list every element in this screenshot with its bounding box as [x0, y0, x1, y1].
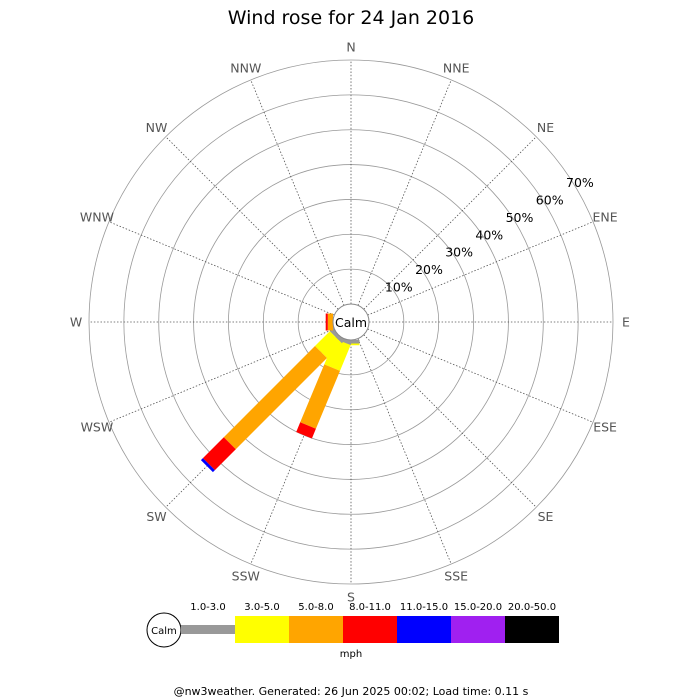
- bar-segment-w-3: [325, 313, 328, 331]
- bar-segment-sw-1: [315, 331, 342, 358]
- radial-ring: [297, 268, 405, 376]
- compass-label-sw: SW: [146, 509, 166, 524]
- bar-segment-sw-2: [223, 346, 327, 450]
- legend-swatch-2: [289, 616, 343, 643]
- calm-layer: Calm: [332, 303, 370, 341]
- direction-spoke: [108, 221, 335, 316]
- direction-spoke: [108, 328, 335, 423]
- radial-tick-label: 10%: [385, 280, 413, 295]
- legend-swatch-6: [505, 616, 559, 643]
- legend-swatch-4: [397, 616, 451, 643]
- radial-ring: [88, 59, 614, 585]
- compass-label-nne: NNE: [443, 60, 470, 75]
- compass-label-ne: NE: [537, 120, 554, 135]
- compass-label-ssw: SSW: [232, 569, 260, 584]
- legend-calm-label: Calm: [151, 626, 177, 637]
- direction-spoke: [363, 136, 537, 310]
- direction-spoke: [357, 338, 452, 565]
- compass-label-nnw: NNW: [230, 60, 261, 75]
- compass-label-wnw: WNW: [80, 209, 114, 224]
- bar-segment-ssw-1: [324, 338, 351, 371]
- calm-circle: [332, 303, 370, 341]
- calm-label: Calm: [335, 315, 367, 330]
- compass-label-sse: SSE: [444, 569, 468, 584]
- direction-spoke: [367, 328, 594, 423]
- radial-ring: [158, 129, 544, 515]
- direction-spoke: [357, 79, 452, 306]
- legend-swatch-3: [343, 616, 397, 643]
- legend-unit: mph: [340, 649, 362, 660]
- legend-label-1: 3.0-5.0: [244, 602, 279, 613]
- bars-layer: [200, 313, 360, 473]
- compass-label-s: S: [347, 590, 355, 605]
- chart-title: Wind rose for 24 Jan 2016: [228, 7, 475, 29]
- bar-segment-sw-4: [200, 458, 215, 473]
- bar-segment-ssw-2: [300, 364, 340, 429]
- legend-label-3: 8.0-11.0: [349, 602, 391, 613]
- radial-tick-label: 30%: [445, 245, 473, 260]
- radial-tick-label: 50%: [506, 210, 534, 225]
- compass-label-e: E: [622, 315, 630, 330]
- compass-label-n: N: [346, 40, 355, 55]
- legend-label-2: 5.0-8.0: [298, 602, 333, 613]
- direction-spoke: [363, 334, 537, 508]
- radial-tick-label: 20%: [415, 262, 443, 277]
- legend-label-6: 20.0-50.0: [508, 602, 556, 613]
- compass-label-se: SE: [538, 509, 554, 524]
- bar-segment-sw-3: [202, 437, 236, 471]
- legend-swatch-5: [451, 616, 505, 643]
- radial-tick-label: 70%: [566, 175, 594, 190]
- legend-label-0: 1.0-3.0: [190, 602, 225, 613]
- radial-ring: [228, 199, 474, 445]
- direction-spoke: [250, 79, 345, 306]
- bar-segment-w-2: [327, 313, 333, 331]
- legend: Calm mph 1.0-3.0 3.0-5.0 5.0-8.0 8.0-11.0 11…: [146, 602, 559, 660]
- compass-label-nw: NW: [146, 120, 168, 135]
- legend-label-4: 11.0-15.0: [400, 602, 448, 613]
- bar-segment-ssw-3: [296, 422, 316, 439]
- compass-label-ese: ESE: [593, 420, 617, 435]
- radial-tick-label: 40%: [475, 227, 503, 242]
- compass-label-ene: ENE: [593, 209, 618, 224]
- radial-tick-label: 60%: [536, 192, 564, 207]
- legend-swatch-1: [235, 616, 289, 643]
- labels-layer: N NNE NE ENE E ESE SE SSE S SSW SW WSW W WNW NW NNW 10%2…: [70, 40, 630, 605]
- compass-label-wsw: WSW: [81, 420, 114, 435]
- compass-label-w: W: [70, 315, 82, 330]
- legend-swatch-0: [181, 625, 235, 634]
- direction-spoke: [165, 136, 339, 310]
- direction-spoke: [367, 221, 594, 316]
- legend-label-5: 15.0-20.0: [454, 602, 502, 613]
- footer-text: @nw3weather. Generated: 26 Jun 2025 00:0…: [174, 685, 529, 698]
